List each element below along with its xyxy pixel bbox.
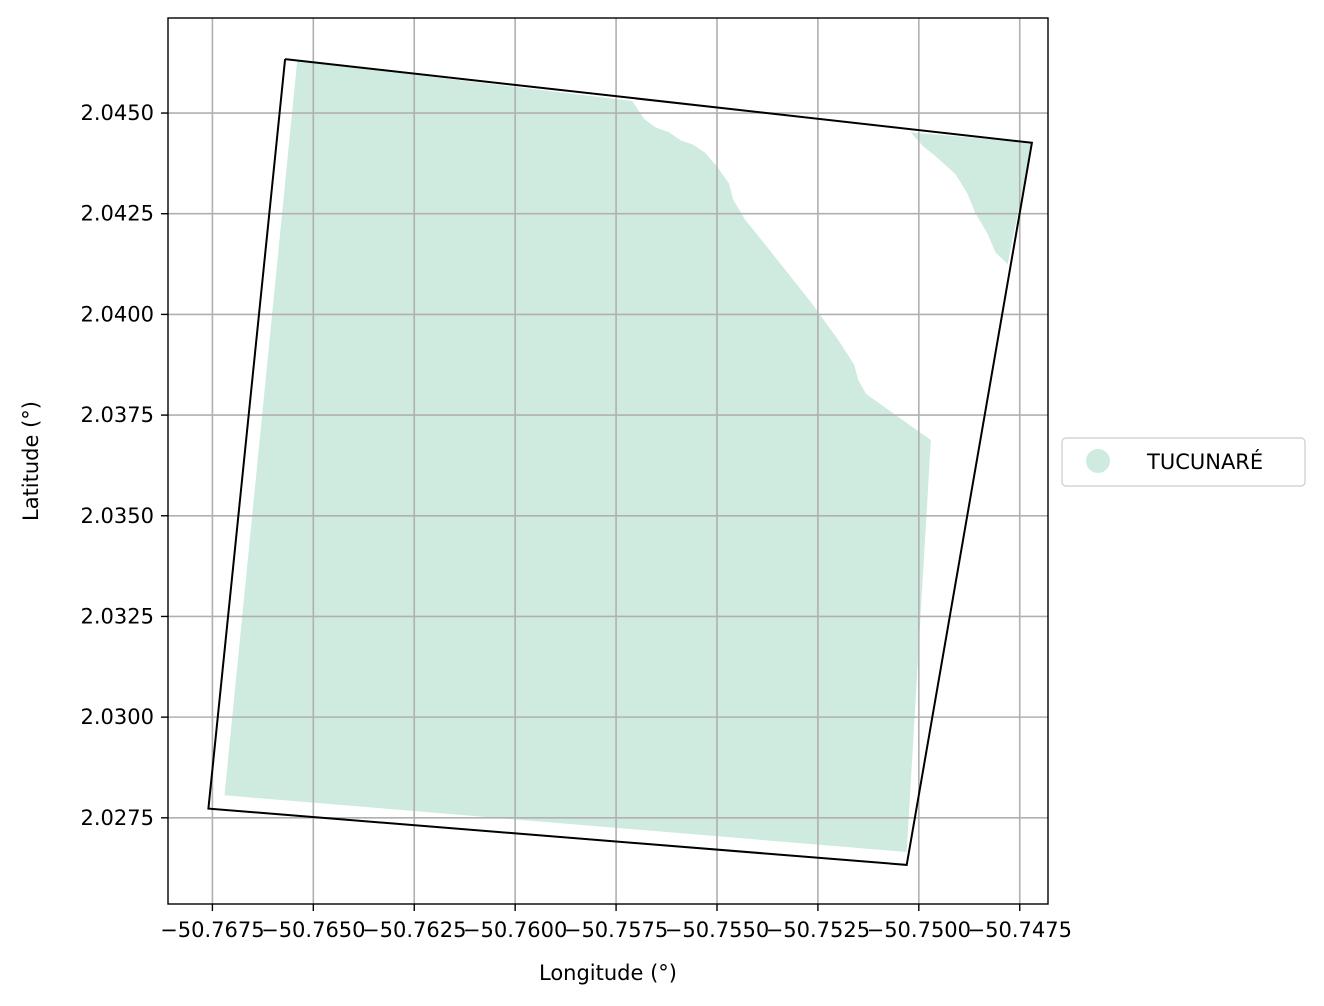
plot-frame <box>167 17 1049 905</box>
x-tick-label: −50.7650 <box>261 918 365 942</box>
x-tick-label: −50.7475 <box>968 918 1072 942</box>
y-axis-label: Latitude (°) <box>19 401 43 521</box>
grid-lines <box>168 18 1048 904</box>
x-tick-label: −50.7500 <box>867 918 971 942</box>
y-tick-label: 2.0425 <box>81 202 154 226</box>
legend-label-tucunare: TUCUNARÉ <box>1146 449 1263 474</box>
boundary-outline <box>207 58 1034 866</box>
legend-frame <box>1061 437 1306 487</box>
y-tick-label: 2.0375 <box>81 403 154 427</box>
x-tick-label: −50.7550 <box>665 918 769 942</box>
y-tick-label: 2.0350 <box>81 504 154 528</box>
boundary-outline-layer <box>207 58 1034 866</box>
y-tick-label: 2.0400 <box>81 302 154 326</box>
x-axis-ticks: −50.7675−50.7650−50.7625−50.7600−50.7575… <box>160 904 1072 942</box>
y-axis-ticks: 2.0275 2.0300 2.0325 2.0350 2.0375 2.0400 2.04… <box>81 101 168 830</box>
tucunare-parcel-region-1 <box>224 60 931 852</box>
x-tick-label: −50.7525 <box>766 918 870 942</box>
x-tick-label: −50.7675 <box>160 918 264 942</box>
legend-marker-tucunare <box>1086 449 1110 473</box>
y-tick-label: 2.0450 <box>81 101 154 125</box>
x-tick-label: −50.7575 <box>564 918 668 942</box>
x-axis-label: Longitude (°) <box>539 961 677 985</box>
y-tick-label: 2.0325 <box>81 604 154 628</box>
y-tick-label: 2.0275 <box>81 806 154 830</box>
legend: TUCUNARÉ <box>1061 437 1306 487</box>
y-tick-label: 2.0300 <box>81 705 154 729</box>
x-tick-label: −50.7625 <box>362 918 466 942</box>
tucunare-parcel-region-2 <box>910 132 1032 265</box>
land-parcel-layer <box>224 60 1032 852</box>
x-tick-label: −50.7600 <box>463 918 567 942</box>
